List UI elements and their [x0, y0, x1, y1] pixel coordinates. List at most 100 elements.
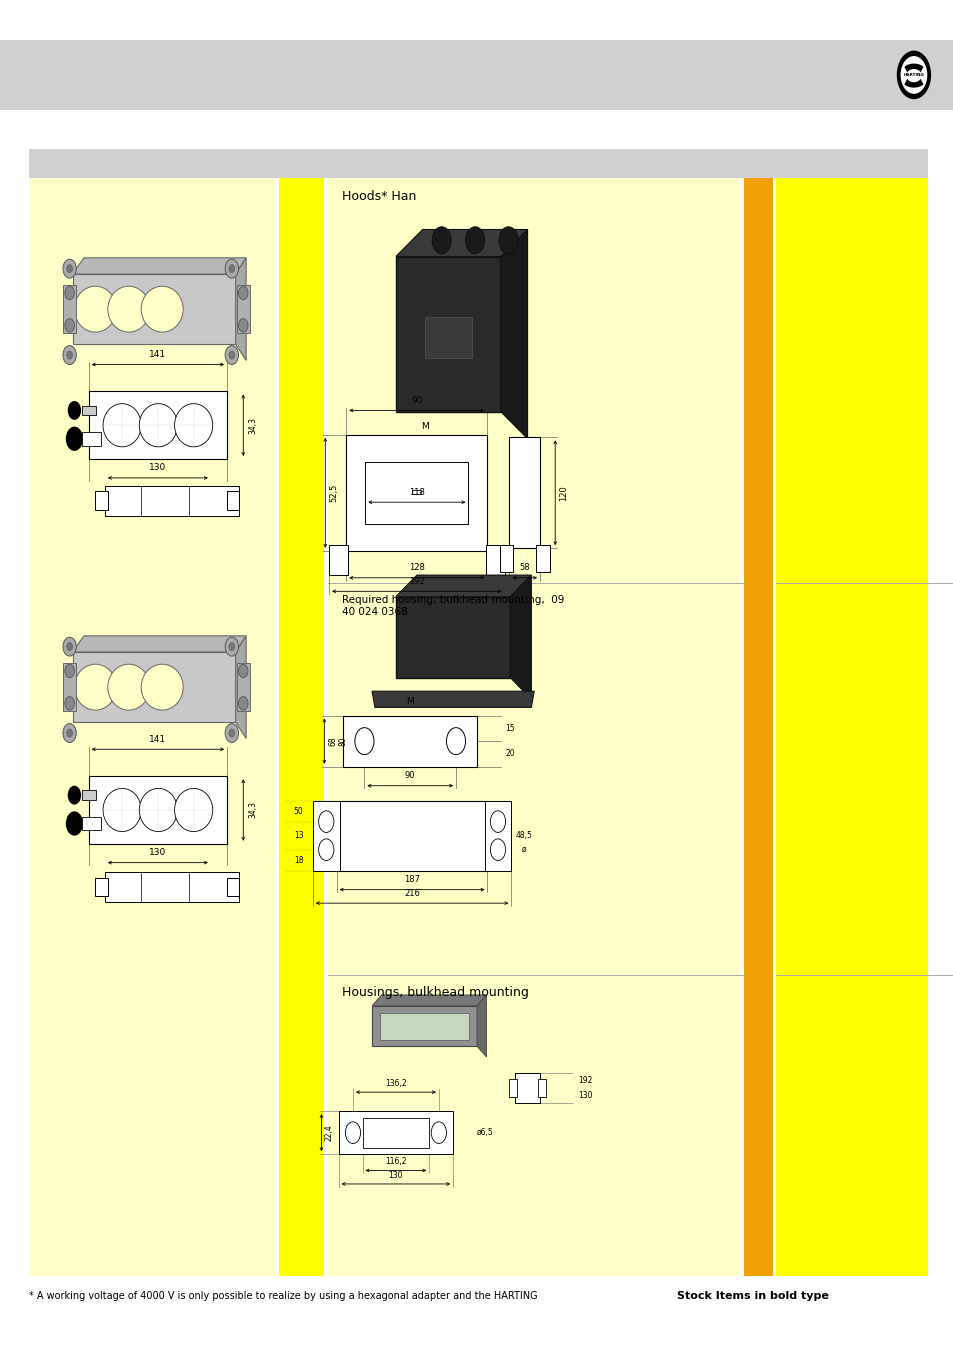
- Text: 130: 130: [388, 1170, 403, 1180]
- Text: 192: 192: [578, 1076, 592, 1085]
- Bar: [362, 1118, 429, 1148]
- Text: 118: 118: [409, 487, 424, 497]
- Polygon shape: [395, 575, 531, 597]
- Ellipse shape: [141, 664, 183, 710]
- Ellipse shape: [896, 51, 930, 100]
- Circle shape: [318, 838, 334, 860]
- Text: 216: 216: [404, 888, 419, 898]
- Text: M: M: [420, 423, 428, 431]
- Circle shape: [238, 664, 248, 678]
- Bar: [536, 545, 549, 572]
- Bar: [227, 878, 239, 896]
- Circle shape: [66, 427, 83, 451]
- Bar: [89, 776, 227, 844]
- Circle shape: [446, 728, 465, 755]
- Circle shape: [498, 227, 517, 254]
- Polygon shape: [372, 691, 534, 707]
- Bar: [372, 1006, 476, 1046]
- Bar: [82, 790, 96, 799]
- Text: 15: 15: [505, 724, 515, 733]
- Circle shape: [65, 697, 74, 710]
- Text: * A working voltage of 4000 V is only possible to realize by using a hexagonal a: * A working voltage of 4000 V is only po…: [29, 1291, 537, 1301]
- Circle shape: [67, 265, 72, 273]
- Bar: [537, 1079, 545, 1098]
- Bar: [343, 716, 476, 767]
- Bar: [484, 801, 511, 871]
- Text: 120: 120: [558, 485, 567, 501]
- Circle shape: [67, 351, 72, 359]
- Bar: [395, 597, 510, 678]
- Bar: [395, 256, 500, 412]
- Bar: [105, 872, 239, 902]
- Text: M: M: [406, 698, 414, 706]
- Bar: [346, 435, 487, 551]
- Bar: [485, 545, 504, 575]
- Bar: [313, 801, 339, 871]
- Ellipse shape: [174, 404, 213, 447]
- Circle shape: [225, 259, 238, 278]
- Text: 18: 18: [294, 856, 303, 865]
- Text: Stock Items in bold type: Stock Items in bold type: [677, 1291, 828, 1301]
- Bar: [82, 432, 101, 446]
- Bar: [29, 148, 927, 178]
- Text: Hoods* Han: Hoods* Han: [341, 190, 416, 204]
- Polygon shape: [72, 636, 246, 652]
- Circle shape: [63, 637, 76, 656]
- Ellipse shape: [74, 286, 116, 332]
- Text: 187: 187: [404, 875, 419, 884]
- Text: ▭: ▭: [411, 486, 422, 500]
- Circle shape: [432, 227, 451, 254]
- Ellipse shape: [74, 664, 116, 710]
- Text: ø: ø: [521, 845, 525, 855]
- Text: 116,2: 116,2: [385, 1157, 406, 1166]
- Circle shape: [66, 811, 83, 836]
- Circle shape: [67, 643, 72, 651]
- Bar: [72, 274, 243, 344]
- Circle shape: [63, 724, 76, 742]
- Circle shape: [65, 319, 74, 332]
- Text: 90: 90: [411, 396, 422, 405]
- Bar: [775, 178, 927, 1276]
- Text: HARTING: HARTING: [902, 73, 923, 77]
- Ellipse shape: [103, 788, 141, 832]
- Text: 128: 128: [409, 563, 424, 572]
- Text: 48,5: 48,5: [515, 832, 532, 840]
- Bar: [95, 878, 108, 896]
- Bar: [278, 178, 324, 1276]
- Ellipse shape: [139, 788, 177, 832]
- Bar: [328, 178, 740, 1276]
- Circle shape: [65, 286, 74, 300]
- Bar: [365, 462, 468, 524]
- Bar: [95, 491, 108, 510]
- Text: 141: 141: [150, 734, 166, 744]
- Polygon shape: [72, 258, 246, 274]
- Text: Housings, bulkhead mounting: Housings, bulkhead mounting: [341, 986, 528, 999]
- Bar: [743, 178, 772, 1276]
- Bar: [236, 663, 250, 711]
- Text: 90: 90: [404, 771, 416, 780]
- Bar: [509, 1079, 517, 1098]
- Text: 141: 141: [150, 350, 166, 359]
- Bar: [227, 491, 239, 510]
- Polygon shape: [510, 575, 531, 699]
- Circle shape: [490, 811, 505, 833]
- Circle shape: [229, 265, 234, 273]
- Circle shape: [65, 664, 74, 678]
- Bar: [336, 801, 487, 871]
- Circle shape: [318, 811, 334, 833]
- Circle shape: [68, 786, 81, 805]
- Text: 130: 130: [149, 463, 167, 472]
- Ellipse shape: [103, 404, 141, 447]
- Circle shape: [63, 346, 76, 365]
- Polygon shape: [395, 230, 527, 256]
- Bar: [499, 545, 513, 572]
- Bar: [0, 40, 953, 111]
- Text: 22,4: 22,4: [324, 1125, 333, 1141]
- Circle shape: [465, 227, 484, 254]
- Text: 68
80: 68 80: [328, 736, 347, 747]
- Bar: [72, 652, 243, 722]
- Circle shape: [225, 724, 238, 742]
- Ellipse shape: [108, 286, 150, 332]
- Bar: [509, 437, 539, 548]
- Ellipse shape: [108, 664, 150, 710]
